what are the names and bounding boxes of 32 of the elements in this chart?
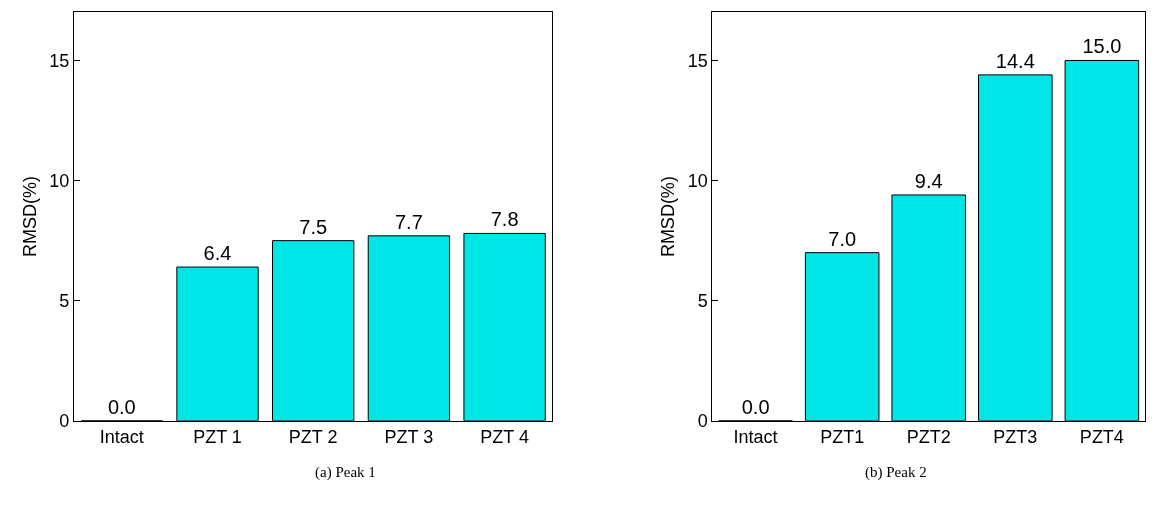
x-tick-label: PZT 1	[193, 427, 242, 448]
data-label: 0.0	[107, 395, 136, 418]
x-tick-label: PZT3	[993, 427, 1038, 448]
y-axis-title: RMSD(%)	[19, 176, 40, 258]
y-tick-label: 0	[697, 411, 708, 432]
y-tick-label: 5	[59, 290, 70, 311]
data-label: 7.7	[395, 210, 423, 233]
y-tick-label: 5	[697, 290, 708, 311]
y-tick-label: 0	[59, 411, 70, 432]
x-tick-label: PZT1	[820, 427, 865, 448]
x-tick-label: PZT 3	[384, 427, 434, 448]
data-label: 14.4	[995, 49, 1035, 72]
data-label: 0.0	[741, 395, 770, 418]
text: (b) Peak 2	[865, 464, 927, 481]
data-label: 15.0	[1082, 35, 1122, 58]
y-axis-title: RMSD(%)	[657, 176, 678, 258]
x-tick-label: PZT 2	[288, 427, 338, 448]
y-tick-label: 10	[49, 170, 70, 191]
data-label: 7.0	[828, 227, 857, 250]
x-tick-label: PZT2	[906, 427, 951, 448]
x-tick-label: Intact	[733, 427, 778, 448]
data-label: 6.4	[203, 242, 232, 265]
data-label: 7.5	[299, 215, 328, 238]
x-tick-label: PZT4	[1079, 427, 1124, 448]
x-tick-label: Intact	[99, 427, 144, 448]
y-tick-label: 10	[687, 170, 708, 191]
text: (a) Peak 1	[315, 464, 376, 481]
x-tick-label: PZT 4	[480, 427, 529, 448]
data-label: 9.4	[914, 170, 943, 192]
data-label: 7.8	[490, 208, 519, 231]
y-tick-label: 15	[687, 50, 708, 71]
y-tick-label: 15	[49, 50, 70, 71]
